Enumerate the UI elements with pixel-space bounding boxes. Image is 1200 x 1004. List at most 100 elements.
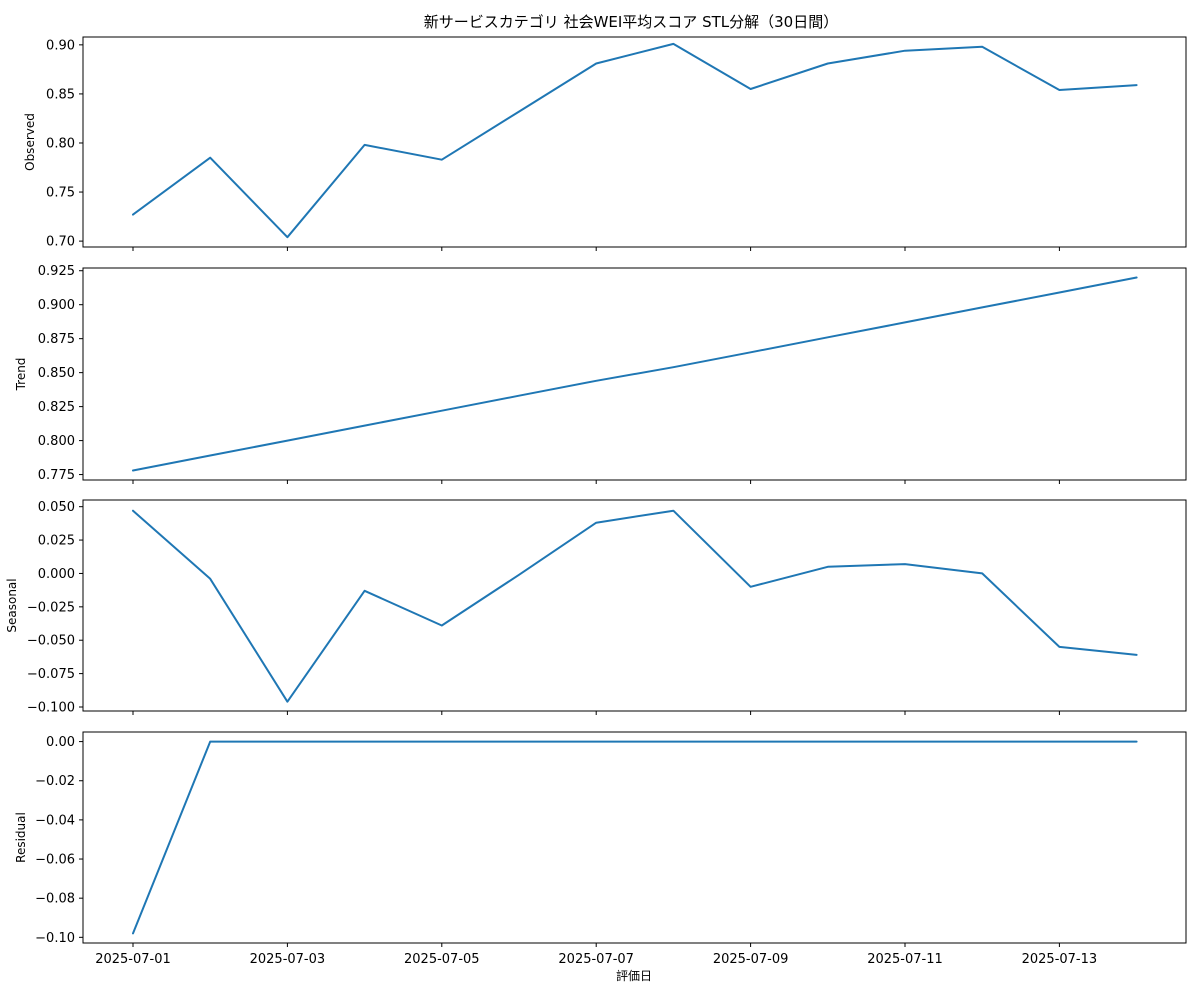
data-point: [1058, 646, 1060, 648]
y-tick-label: −0.100: [27, 700, 75, 715]
x-axis-label: 評価日: [616, 968, 652, 983]
y-tick-label: −0.02: [35, 774, 75, 789]
data-point: [750, 586, 752, 588]
x-tick-label: 2025-07-03: [250, 952, 326, 967]
x-tick-label: 2025-07-01: [95, 952, 171, 967]
y-tick-label: 0.80: [46, 136, 75, 151]
panel-observed: 0.70 0.75 0.80 0.85 0.90 Observed: [23, 36, 1187, 251]
y-tick-label: 0.925: [38, 264, 75, 279]
data-point: [209, 157, 211, 159]
y-tick-label: 0.775: [38, 468, 75, 483]
data-point: [132, 214, 134, 216]
data-point: [441, 159, 443, 161]
data-point: [286, 701, 288, 703]
data-point: [750, 88, 752, 90]
data-point: [209, 455, 211, 457]
data-point: [672, 510, 674, 512]
data-point: [1136, 84, 1138, 86]
y-tick-label: −0.075: [27, 667, 75, 682]
data-point: [518, 741, 520, 743]
data-point: [827, 336, 829, 338]
data-point: [364, 590, 366, 592]
y-tick-label: 0.000: [38, 567, 75, 582]
data-point: [750, 741, 752, 743]
data-point: [981, 306, 983, 308]
data-point: [595, 741, 597, 743]
axes-frame: [82, 267, 1187, 481]
y-tick-label: −0.050: [27, 634, 75, 649]
y-tick-label: 0.025: [38, 534, 75, 549]
data-point: [1136, 277, 1138, 279]
y-axis-label: Observed: [23, 113, 37, 171]
y-tick-label: 0.825: [38, 400, 75, 415]
data-point: [518, 395, 520, 397]
y-tick-label: 0.70: [46, 235, 75, 250]
y-tick-label: −0.06: [35, 853, 75, 868]
series-line-trend: [132, 276, 1138, 472]
y-tick-label: 0.850: [38, 366, 75, 381]
data-point: [904, 741, 906, 743]
data-point: [827, 741, 829, 743]
data-point: [518, 111, 520, 113]
y-tick-label: −0.025: [27, 600, 75, 615]
data-point: [1136, 654, 1138, 656]
data-point: [132, 932, 134, 934]
data-point: [981, 741, 983, 743]
data-point: [981, 46, 983, 48]
axes-frame: [82, 36, 1187, 248]
data-point: [904, 563, 906, 565]
y-tick-label: −0.10: [35, 931, 75, 946]
x-tick-label: 2025-07-11: [867, 952, 943, 967]
data-point: [364, 144, 366, 146]
data-point: [750, 351, 752, 353]
data-point: [286, 741, 288, 743]
data-point: [286, 236, 288, 238]
axes-frame: [82, 731, 1187, 944]
series-line-observed: [132, 42, 1138, 239]
data-point: [672, 366, 674, 368]
x-tick-label: 2025-07-05: [404, 952, 480, 967]
y-tick-label: −0.08: [35, 892, 75, 907]
data-point: [1058, 741, 1060, 743]
axes-frame: [82, 499, 1187, 712]
chart-panels: 0.700.750.800.850.90Observed0.7750.8000.…: [5, 36, 1187, 967]
y-tick-label: 0.00: [46, 735, 75, 750]
series-line-residual: [132, 740, 1138, 935]
data-point: [132, 469, 134, 471]
y-tick-label: 0.75: [46, 186, 75, 201]
data-point: [595, 380, 597, 382]
y-tick-label: 0.875: [38, 332, 75, 347]
data-point: [1058, 89, 1060, 91]
data-point: [595, 522, 597, 524]
y-axis-label: Trend: [14, 358, 28, 392]
y-axis-label: Residual: [14, 812, 28, 863]
data-point: [441, 625, 443, 627]
x-tick-label: 2025-07-09: [713, 952, 789, 967]
chart-title: 新サービスカテゴリ 社会WEI平均スコア STL分解（30日間）: [424, 13, 838, 31]
data-point: [672, 43, 674, 45]
data-point: [364, 741, 366, 743]
x-tick-label: 2025-07-13: [1022, 952, 1098, 967]
y-axis-label: Seasonal: [5, 578, 19, 632]
data-point: [904, 321, 906, 323]
data-point: [981, 572, 983, 574]
data-point: [595, 62, 597, 64]
y-tick-label: 0.90: [46, 38, 75, 53]
data-point: [364, 425, 366, 427]
data-point: [209, 741, 211, 743]
panel-residual: −0.10 −0.08 −0.06 −0.04 −0.02 0.00 Residual 202…: [14, 731, 1187, 967]
data-point: [827, 566, 829, 568]
data-point: [1058, 291, 1060, 293]
data-point: [209, 578, 211, 580]
data-point: [904, 50, 906, 52]
panel-trend: 0.775 0.800 0.825 0.850 0.875 0.900 0.925 Trend: [14, 264, 1187, 484]
y-tick-label: 0.900: [38, 298, 75, 313]
x-tick-label: 2025-07-07: [558, 952, 634, 967]
data-point: [672, 741, 674, 743]
data-point: [1136, 741, 1138, 743]
y-tick-label: 0.050: [38, 500, 75, 515]
data-point: [441, 410, 443, 412]
y-tick-label: −0.04: [35, 813, 75, 828]
